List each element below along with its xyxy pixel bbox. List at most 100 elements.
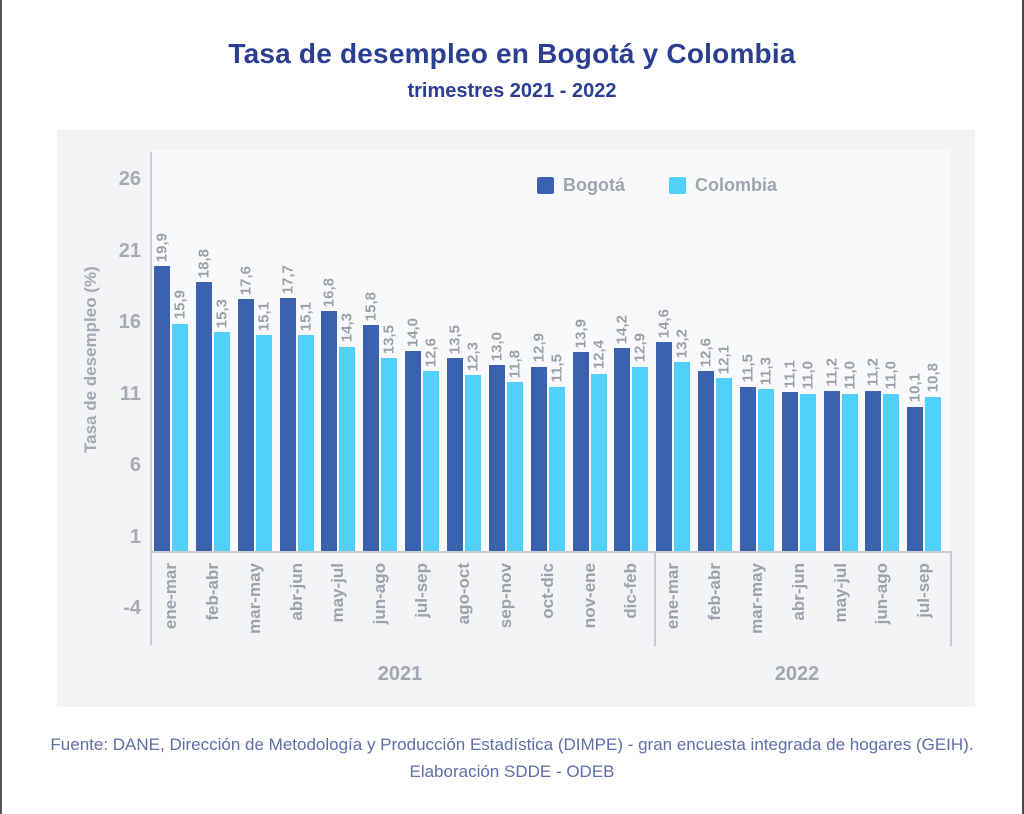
bar-value-label: 15,1 — [297, 301, 315, 332]
bar-value-label: 11,2 — [823, 358, 841, 387]
bar-value-label: 15,8 — [362, 291, 380, 322]
bar-bogot: 13,9 — [572, 319, 589, 551]
bar-bogot: 11,2 — [823, 358, 840, 551]
x-axis-label: mar-may — [244, 563, 264, 634]
year-label-2021: 2021 — [377, 663, 423, 685]
bar-value-label: 12,9 — [530, 333, 548, 363]
year-divider-line — [654, 551, 656, 646]
year-label-2022: 2022 — [774, 663, 820, 685]
bar-colombia: 11,0 — [883, 361, 900, 551]
y-tick-label: 1 — [129, 525, 141, 548]
legend-item-bogot: Bogotá — [537, 175, 625, 196]
bar-value-label: 12,6 — [422, 337, 440, 367]
chart-legend: Bogotá Colombia — [537, 175, 777, 196]
bar-value-label: 11,8 — [506, 349, 524, 379]
bar-value-label: 11,0 — [799, 361, 817, 390]
bar-colombia: 11,8 — [506, 350, 523, 551]
bar-colombia: 15,9 — [172, 290, 189, 551]
bar-value-label: 11,5 — [548, 354, 566, 383]
x-axis-label: jun-ago — [872, 563, 892, 625]
chart-panel: Bogotá Colombia Tasa de desempleo (%) 202… — [57, 130, 975, 707]
bar-value-label: 10,1 — [906, 373, 924, 403]
bar-colombia: 10,8 — [925, 363, 942, 551]
y-axis-line — [150, 152, 152, 645]
legend-label: Colombia — [695, 175, 778, 195]
bar-value-label: 15,3 — [213, 299, 231, 329]
bar-value-label: 13,2 — [673, 329, 691, 359]
y-tick-label: 11 — [119, 382, 141, 405]
bar-value-label: 13,5 — [380, 324, 398, 354]
y-tick-label: 21 — [118, 239, 141, 262]
bar-value-label: 11,2 — [864, 358, 882, 387]
legend-label: Bogotá — [563, 175, 625, 195]
bar-value-label: 15,9 — [171, 290, 189, 320]
chart-end-divider-line — [950, 551, 952, 646]
bar-colombia: 13,5 — [381, 325, 398, 551]
bar-value-label: 18,8 — [195, 248, 213, 279]
x-axis-label: abr-jun — [788, 563, 808, 621]
bar-colombia: 11,3 — [757, 357, 774, 551]
page-subtitle: trimestres 2021 - 2022 — [407, 80, 617, 102]
x-axis-label: jul-sep — [914, 563, 934, 618]
bar-value-label: 13,0 — [488, 331, 506, 362]
source-footer: Fuente: DANE, Dirección de Metodología y… — [2, 731, 1022, 785]
bar-value-label: 12,3 — [464, 341, 482, 372]
bar-colombia: 14,3 — [339, 313, 356, 551]
legend-swatch-icon — [537, 177, 554, 194]
bar-bogot: 17,6 — [237, 266, 254, 551]
bar-bogot: 12,9 — [530, 333, 547, 551]
bar-value-label: 17,7 — [279, 264, 297, 294]
bar-bogot: 14,0 — [405, 318, 422, 551]
x-axis-baseline — [150, 551, 950, 553]
bar-value-label: 14,3 — [338, 313, 356, 343]
x-axis-label: sep-nov — [495, 563, 515, 629]
bar-value-label: 15,1 — [255, 301, 273, 332]
bar-bogot: 14,2 — [614, 315, 631, 551]
y-tick-label: 26 — [118, 168, 141, 191]
x-axis-label: nov-ene — [579, 563, 599, 629]
bar-value-label: 11,5 — [739, 354, 757, 383]
bar-value-label: 13,9 — [572, 319, 589, 349]
bar-value-label: 14,0 — [404, 317, 422, 347]
bar-bogot: 19,9 — [154, 233, 171, 551]
y-tick-label: 6 — [129, 454, 141, 477]
bar-bogot: 18,8 — [195, 249, 212, 551]
x-axis-label: ago-oct — [453, 563, 473, 625]
bar-bogot: 11,2 — [865, 358, 882, 551]
bar-colombia: 12,4 — [590, 340, 607, 551]
x-axis-label: ene-mar — [161, 563, 180, 630]
y-axis-title: Tasa de desempleo (%) — [81, 266, 100, 454]
legend-item-colombia: Colombia — [669, 175, 777, 196]
bar-colombia: 12,3 — [464, 342, 481, 551]
x-axis-label: oct-dic — [537, 563, 557, 619]
bar-colombia: 15,3 — [213, 299, 230, 551]
bar-value-label: 11,3 — [757, 357, 775, 386]
x-axis-label: mar-may — [746, 563, 766, 634]
x-axis-label: may-jul — [830, 563, 850, 623]
bar-bogot: 17,7 — [279, 265, 296, 551]
bar-value-label: 11,0 — [841, 361, 859, 390]
bar-value-label: 16,8 — [320, 277, 338, 307]
bar-value-label: 12,4 — [590, 340, 607, 370]
bar-value-label: 11,1 — [781, 359, 799, 389]
y-tick-label: 16 — [118, 311, 141, 334]
bar-value-label: 10,8 — [924, 363, 942, 393]
bar-value-label: 12,9 — [631, 333, 649, 363]
bar-colombia: 11,0 — [841, 361, 858, 551]
bar-colombia: 13,2 — [674, 329, 691, 551]
bar-value-label: 11,0 — [882, 361, 900, 390]
bar-bogot: 15,8 — [363, 292, 380, 551]
elaboration-line: Elaboración SDDE - ODEB — [409, 762, 615, 781]
bar-value-label: 14,2 — [613, 314, 631, 344]
x-axis-label: abr-jun — [286, 563, 306, 621]
bar-value-label: 13,5 — [446, 324, 464, 354]
bar-bogot: 10,1 — [907, 373, 924, 551]
bar-colombia: 11,0 — [799, 361, 816, 551]
x-axis-label: ene-mar — [663, 563, 683, 630]
bar-bogot: 13,5 — [446, 325, 463, 551]
bar-bogot: 11,5 — [739, 354, 756, 551]
bar-value-label: 12,1 — [715, 344, 733, 374]
bar-bogot: 14,6 — [656, 309, 673, 551]
x-axis-label: may-jul — [328, 563, 348, 623]
